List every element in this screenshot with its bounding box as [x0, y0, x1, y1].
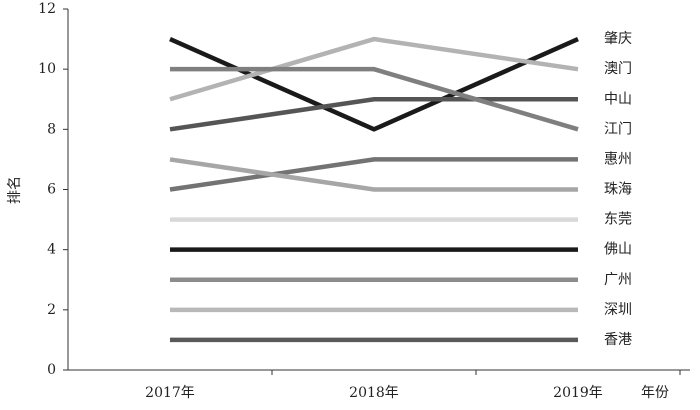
- y-tick-label: 12: [38, 1, 56, 17]
- y-tick-label: 0: [47, 362, 56, 378]
- y-tick-label: 6: [47, 182, 56, 198]
- y-tick-label: 2: [47, 302, 56, 318]
- x-tick-label: 2019年: [553, 385, 603, 401]
- series-line: [169, 37, 579, 132]
- series-label: 佛山: [604, 242, 632, 258]
- series-label: 深圳: [604, 302, 632, 318]
- series-line: [169, 157, 578, 192]
- series-label: 肇庆: [604, 31, 632, 47]
- series-label: 香港: [604, 332, 632, 348]
- series-label: 珠海: [604, 182, 632, 198]
- series-label: 中山: [604, 91, 632, 107]
- series-label: 惠州: [604, 151, 632, 167]
- series-label: 广州: [604, 272, 632, 288]
- series-label: 澳门: [604, 61, 632, 77]
- y-tick-label: 8: [47, 121, 56, 137]
- y-tick-label: 4: [47, 242, 56, 258]
- series-line: [169, 36, 579, 102]
- x-axis-label: 年份: [641, 385, 669, 401]
- series-line: [169, 97, 578, 132]
- series-label: 东莞: [604, 212, 632, 228]
- y-axis-label: 排名: [7, 176, 23, 204]
- x-tick-label: 2018年: [349, 385, 399, 401]
- series-label: 江门: [604, 121, 632, 137]
- series-line: [170, 66, 579, 132]
- x-tick-label: 2017年: [145, 385, 195, 401]
- series-line: [169, 157, 578, 192]
- y-tick-label: 10: [38, 61, 56, 77]
